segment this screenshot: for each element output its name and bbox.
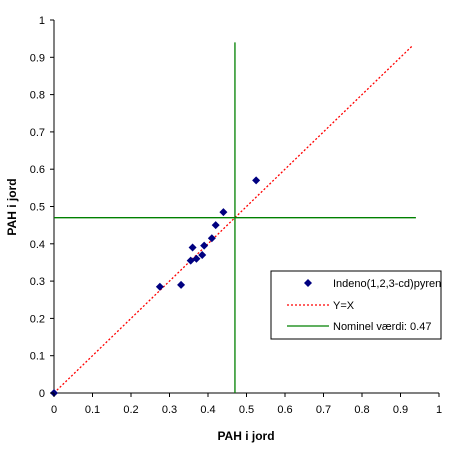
x-tick-label: 0.6: [277, 404, 292, 416]
legend-label-scatter: Indeno(1,2,3-cd)pyren: [333, 278, 441, 290]
scatter-point: [200, 241, 209, 250]
scatter-point: [211, 221, 220, 230]
scatter-point: [207, 234, 216, 243]
scatter-point: [177, 280, 186, 289]
scatter-point: [219, 208, 228, 217]
y-tick-label: 0.5: [30, 202, 45, 214]
x-tick-label: 0.7: [316, 404, 331, 416]
scatter-point: [252, 176, 261, 185]
y-tick-label: 0.1: [30, 351, 45, 363]
y-tick-label: 0.9: [30, 52, 45, 64]
y-tick-label: 0.6: [30, 164, 45, 176]
scatter-point: [155, 282, 164, 291]
x-tick-label: 1: [436, 404, 442, 416]
y-tick-label: 1: [39, 15, 45, 27]
x-tick-label: 0.5: [239, 404, 254, 416]
tick-labels: 0 0.1 0.2 0.3 0.4 0.5 0.6 0.7 0.8 0.9 1 0 0.1 0.2 0.3 0…: [30, 15, 442, 416]
x-tick-label: 0.2: [123, 404, 138, 416]
x-tick-label: 0.1: [85, 404, 100, 416]
y-tick-label: 0.2: [30, 313, 45, 325]
scatter-point: [192, 254, 201, 263]
y-tick-label: 0.7: [30, 127, 45, 139]
y-tick-label: 0.8: [30, 90, 45, 102]
x-tick-label: 0.8: [354, 404, 369, 416]
x-axis-title: PAH i jord: [217, 429, 274, 443]
x-tick-label: 0.9: [393, 404, 408, 416]
scatter-point: [188, 243, 197, 252]
y-tick-label: 0.4: [30, 239, 45, 251]
x-tick-label: 0: [51, 404, 57, 416]
y-tick-label: 0.3: [30, 276, 45, 288]
x-tick-label: 0.4: [200, 404, 215, 416]
legend-label-yx: Y=X: [333, 300, 355, 312]
scatter-point: [198, 250, 207, 259]
legend-marker-scatter: [304, 279, 312, 287]
legend-label-nominel: Nominel værdi: 0.47: [333, 321, 431, 333]
y-axis-title: PAH i jord: [5, 178, 19, 235]
y-equals-x-line: [53, 45, 413, 394]
legend: Indeno(1,2,3-cd)pyren Y=X Nominel værdi:…: [270, 270, 442, 340]
y-tick-label: 0: [39, 388, 45, 400]
x-tick-label: 0.3: [162, 404, 177, 416]
